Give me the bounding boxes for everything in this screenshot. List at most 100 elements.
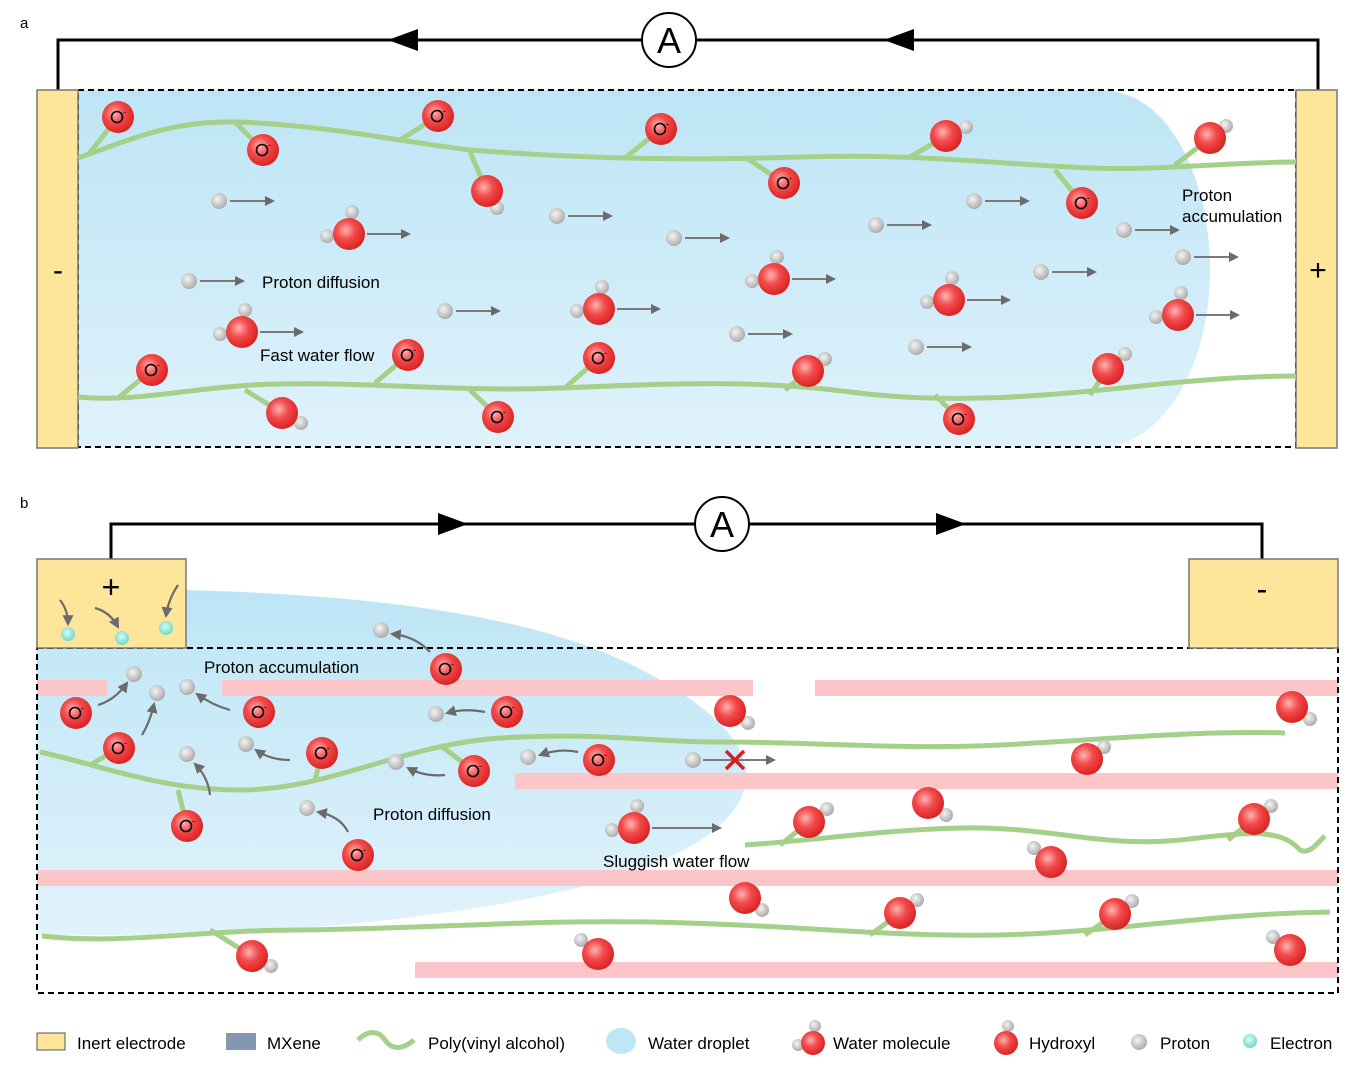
current-arrow-left-2: [884, 29, 914, 51]
proton-icon: [966, 193, 982, 209]
ammeter-a: A: [641, 12, 697, 68]
hydrogen-icon: [213, 327, 227, 341]
water-molecule: [1083, 894, 1139, 938]
curved-arrow-icon: [193, 762, 212, 796]
oxygen-icon: [933, 284, 965, 316]
proton-icon: [181, 273, 197, 289]
mxene-swatch-icon: [226, 1033, 256, 1050]
proton-icon: [149, 685, 165, 701]
proton-icon: [1131, 1034, 1147, 1050]
hydrogen-icon: [1118, 347, 1132, 361]
oxygen-icon: [1238, 803, 1270, 835]
legend-label: Water molecule: [833, 1034, 950, 1053]
charge-label: -: [157, 360, 160, 370]
label-proton-accumulation-a-2: accumulation: [1182, 207, 1282, 226]
proton-icon: [685, 752, 701, 768]
water-molecule: [605, 799, 650, 844]
inert-electrode-swatch-icon: [36, 1032, 66, 1051]
water-molecule: [729, 882, 769, 917]
label-proton-accumulation-a-1: Proton: [1182, 186, 1232, 205]
hydroxyl: -: [563, 342, 615, 390]
oxygen-ring: [430, 109, 444, 123]
panel-a-label: a: [20, 15, 29, 32]
charge-label: -: [604, 750, 607, 760]
charge-label: -: [503, 407, 506, 417]
legend: Inert electrode MXene Poly(vinyl alcohol…: [36, 1020, 1332, 1055]
charge-label: -: [413, 345, 416, 355]
panel-b: b A + - - - - - - - - - - - Proton accumulation P…: [20, 495, 1339, 994]
curved-arrow-icon: [97, 681, 129, 707]
hydrogen-icon: [320, 229, 334, 243]
charge-label: -: [479, 761, 482, 771]
hydroxyl-icon: [994, 1020, 1018, 1055]
hydroxyl: -: [342, 839, 374, 871]
hydroxyl: -: [171, 789, 203, 842]
oxygen-icon: [884, 897, 916, 929]
water-molecule: [208, 927, 278, 973]
water-molecule: [243, 387, 308, 430]
water-molecule: [868, 893, 924, 938]
electron-icon: [1243, 1034, 1257, 1048]
water-molecule: [320, 205, 365, 250]
water-molecule: [912, 787, 953, 822]
curved-arrow-icon: [315, 808, 349, 833]
hydroxyl: -: [1053, 168, 1098, 219]
hydroxyl-icon: [768, 167, 800, 199]
current-arrow-right-2: [936, 513, 966, 535]
oxygen-icon: [236, 940, 268, 972]
oxygen-icon: [618, 812, 650, 844]
water-molecule: [574, 933, 614, 970]
oxygen-ring: [350, 848, 364, 862]
hydrogen-icon: [294, 416, 308, 430]
water-molecule: [1226, 799, 1278, 842]
mxene-layer: [37, 870, 1338, 886]
proton-icon: [1175, 249, 1191, 265]
hydroxyl: -: [623, 113, 677, 160]
charge-label: -: [264, 702, 267, 712]
hydrogen-icon: [1264, 799, 1278, 813]
mxene-layer: [815, 680, 1338, 696]
hydrogen-icon: [1027, 841, 1041, 855]
oxygen-ring: [591, 753, 605, 767]
hydrogen-icon: [820, 802, 834, 816]
hydroxyl: -: [88, 732, 135, 768]
hydrogen-icon: [945, 271, 959, 285]
hydrogen-icon: [1125, 894, 1139, 908]
legend-label: Water droplet: [648, 1034, 750, 1053]
legend-label: Hydroxyl: [1029, 1034, 1095, 1053]
legend-label: Proton: [1160, 1034, 1210, 1053]
oxygen-icon: [1162, 299, 1194, 331]
water-molecule: [213, 303, 258, 348]
hydroxyl: -: [743, 154, 800, 199]
water-molecule: [1149, 286, 1194, 331]
curved-arrow-icon: [254, 748, 291, 762]
hydroxyl-icon: [943, 403, 975, 435]
water-molecule: [1087, 347, 1132, 397]
oxygen-ring: [490, 410, 504, 424]
mxene-layer: [515, 773, 1338, 789]
oxygen-ring: [438, 662, 452, 676]
ammeter-b: A: [694, 496, 750, 552]
oxygen-ring: [591, 351, 605, 365]
charge-label: -: [123, 107, 126, 117]
oxygen-ring: [466, 764, 480, 778]
hydroxyl-icon: [1066, 187, 1098, 219]
ammeter-b-label: A: [710, 504, 734, 545]
current-arrow-right-1: [438, 513, 468, 535]
hydroxyl-icon: [482, 401, 514, 433]
oxygen-ring: [653, 122, 667, 136]
current-arrow-left-1: [388, 29, 418, 51]
pva-chain: [77, 373, 1297, 401]
oxygen-icon: [1274, 934, 1306, 966]
water-molecule: [1266, 930, 1306, 966]
label-fast-water-flow: Fast water flow: [260, 346, 375, 365]
water-molecule: [920, 271, 965, 316]
hydroxyl-icon: [103, 732, 135, 764]
charge-label: -: [327, 743, 330, 753]
panel-b-label: b: [20, 495, 28, 512]
hydroxyl-icon: [392, 339, 424, 371]
hydroxyl-icon: [430, 653, 462, 685]
proton-icon: [238, 736, 254, 752]
water-molecule: [908, 120, 973, 160]
